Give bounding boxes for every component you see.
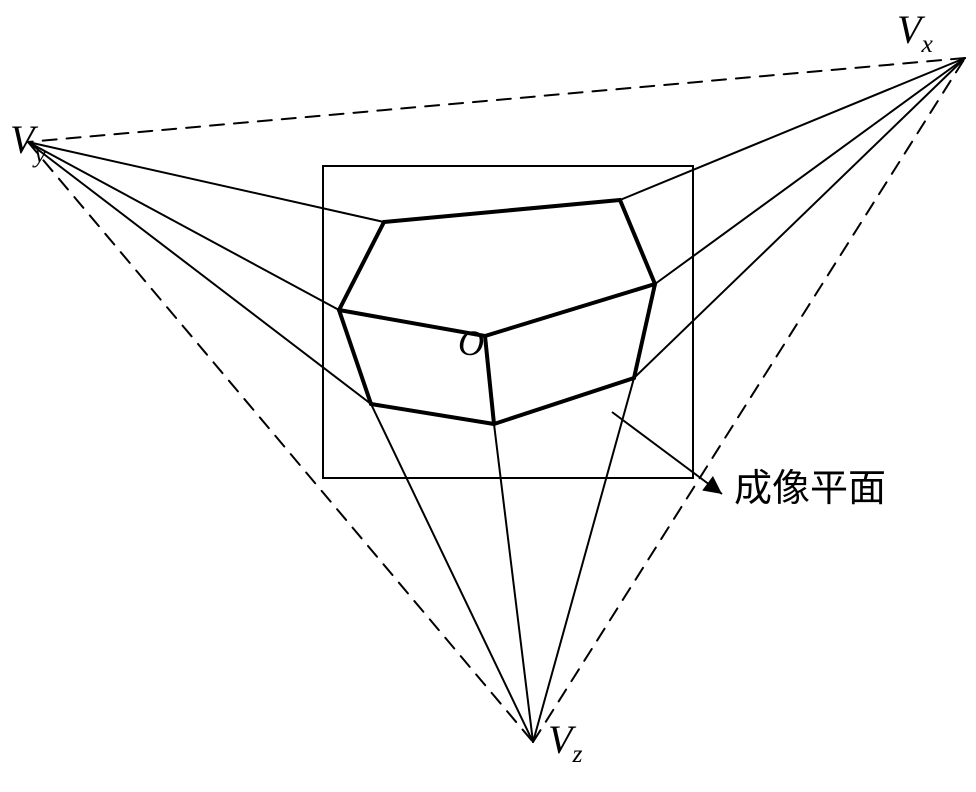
- label-Vz-sub: z: [572, 739, 582, 768]
- label-O-main: O: [458, 323, 484, 363]
- label-Vy-sub: y: [34, 139, 45, 168]
- diagram-svg: [0, 0, 976, 792]
- label-imaging-plane: 成像平面: [734, 470, 886, 508]
- label-O: O: [458, 325, 484, 367]
- label-Vx-main: V: [897, 7, 921, 52]
- diagram-stage: Vx Vy Vz O 成像平面: [0, 0, 976, 792]
- label-Vx: Vx: [897, 10, 933, 57]
- label-Vy-main: V: [10, 117, 34, 162]
- label-imaging-plane-text: 成像平面: [734, 468, 886, 510]
- label-Vy: Vy: [10, 120, 46, 167]
- label-Vz: Vz: [548, 720, 582, 767]
- label-Vx-sub: x: [921, 29, 932, 58]
- label-Vz-main: V: [548, 717, 572, 762]
